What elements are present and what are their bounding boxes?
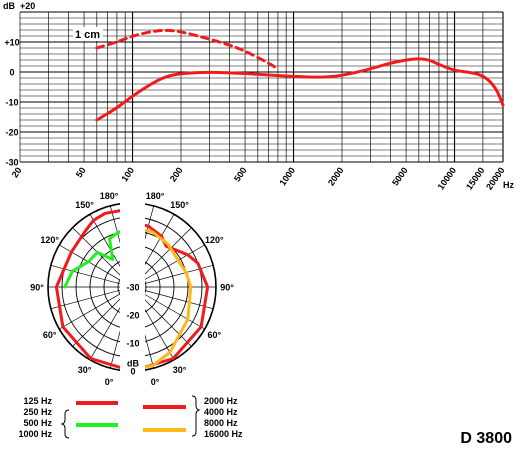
angle-label-left: 180° [100, 191, 119, 201]
angle-label-right: 30° [173, 365, 187, 375]
x-tick-label: 20 [10, 165, 24, 179]
y-tick-label: -30 [5, 158, 18, 168]
frequency-curve [95, 57, 505, 122]
legend-freq-2000: 2000 Hz [204, 396, 238, 406]
x-tick-label: 100 [119, 165, 136, 183]
db-unit-label: dB [127, 359, 139, 369]
polar-center-strip [120, 196, 145, 378]
polar-db-labels: 0 -10 -20 -30 dB [126, 283, 139, 377]
x-tick-label: 15000 [464, 165, 487, 191]
polar-spoke [131, 286, 214, 310]
x-tick-label: 200 [168, 165, 185, 183]
frequency-grid [19, 11, 504, 163]
db-tick-label: -20 [126, 311, 139, 321]
frequency-response-chart: dB +20 +10 0 -10 -20 -30 20 50 100 200 500 1000 20… [3, 1, 514, 192]
legend-freq-16000: 16000 Hz [204, 429, 243, 439]
x-tick-label: 50 [74, 165, 88, 179]
y-tick-label: -10 [5, 98, 18, 108]
y-tick-labels: +10 0 -10 -20 -30 [4, 38, 19, 168]
angle-label-left: 90° [30, 283, 44, 293]
frequency-series [95, 28, 505, 122]
y-tick-label: +10 [4, 38, 19, 48]
polar-series [54, 207, 210, 373]
angle-label-right: 90° [220, 283, 234, 293]
polar-angle-labels: 0° 0° 30° 30° 60° 60° 90° 90° 120° 120° 150° 150° 18… [30, 191, 234, 387]
x-tick-label: 1000 [277, 165, 297, 187]
angle-label-right: 150° [170, 200, 189, 210]
x-tick-label: 10000 [436, 165, 459, 191]
annotation-1cm: 1 cm [75, 29, 100, 41]
x-tick-label: 5000 [390, 165, 410, 187]
x-unit-label: Hz [503, 180, 514, 190]
polar-curve [130, 226, 193, 373]
y-unit-label: dB [3, 1, 15, 11]
legend-freq-125: 125 Hz [23, 396, 52, 406]
polar-curve [54, 207, 134, 373]
y-tick-label: 0 [9, 68, 14, 78]
y-top-label: +20 [20, 1, 35, 11]
angle-label-left: 30° [78, 365, 92, 375]
legend-brace-left [60, 409, 70, 439]
polar-pattern-chart: 0° 0° 30° 30° 60° 60° 90° 90° 120° 120° 150° 150° 18… [30, 191, 234, 387]
annotation-background [73, 27, 103, 41]
y-tick-label: -20 [5, 128, 18, 138]
legend-freq-8000: 8000 Hz [204, 418, 238, 428]
angle-label-left: 150° [75, 200, 94, 210]
db-tick-label: -30 [126, 283, 139, 293]
legend-freq-500: 500 Hz [23, 418, 52, 428]
db-tick-label: 0 [130, 367, 135, 377]
angle-label-right: 60° [207, 330, 221, 340]
legend: 125 Hz 250 Hz 500 Hz 1000 Hz 2000 Hz 400… [18, 395, 243, 439]
angle-label-left: 0° [105, 377, 114, 387]
angle-label-left: 120° [40, 235, 59, 245]
db-tick-label: -10 [126, 339, 139, 349]
polar-curve [130, 221, 210, 373]
frequency-curve-1cm [95, 28, 280, 71]
angle-label-right: 0° [151, 377, 160, 387]
polar-spoke [50, 286, 133, 310]
x-tick-label: 2000 [326, 165, 346, 187]
legend-freq-1000: 1000 Hz [18, 429, 52, 439]
angle-label-right: 120° [205, 235, 224, 245]
polar-spoke [59, 286, 133, 330]
angle-label-left: 60° [43, 330, 57, 340]
polar-curve [63, 223, 134, 289]
legend-brace-right [191, 395, 201, 437]
model-name: D 3800 [460, 430, 512, 447]
x-tick-label: 500 [232, 165, 249, 183]
legend-freq-4000: 4000 Hz [204, 407, 238, 417]
angle-label-right: 180° [146, 191, 165, 201]
legend-freq-250: 250 Hz [23, 407, 52, 417]
